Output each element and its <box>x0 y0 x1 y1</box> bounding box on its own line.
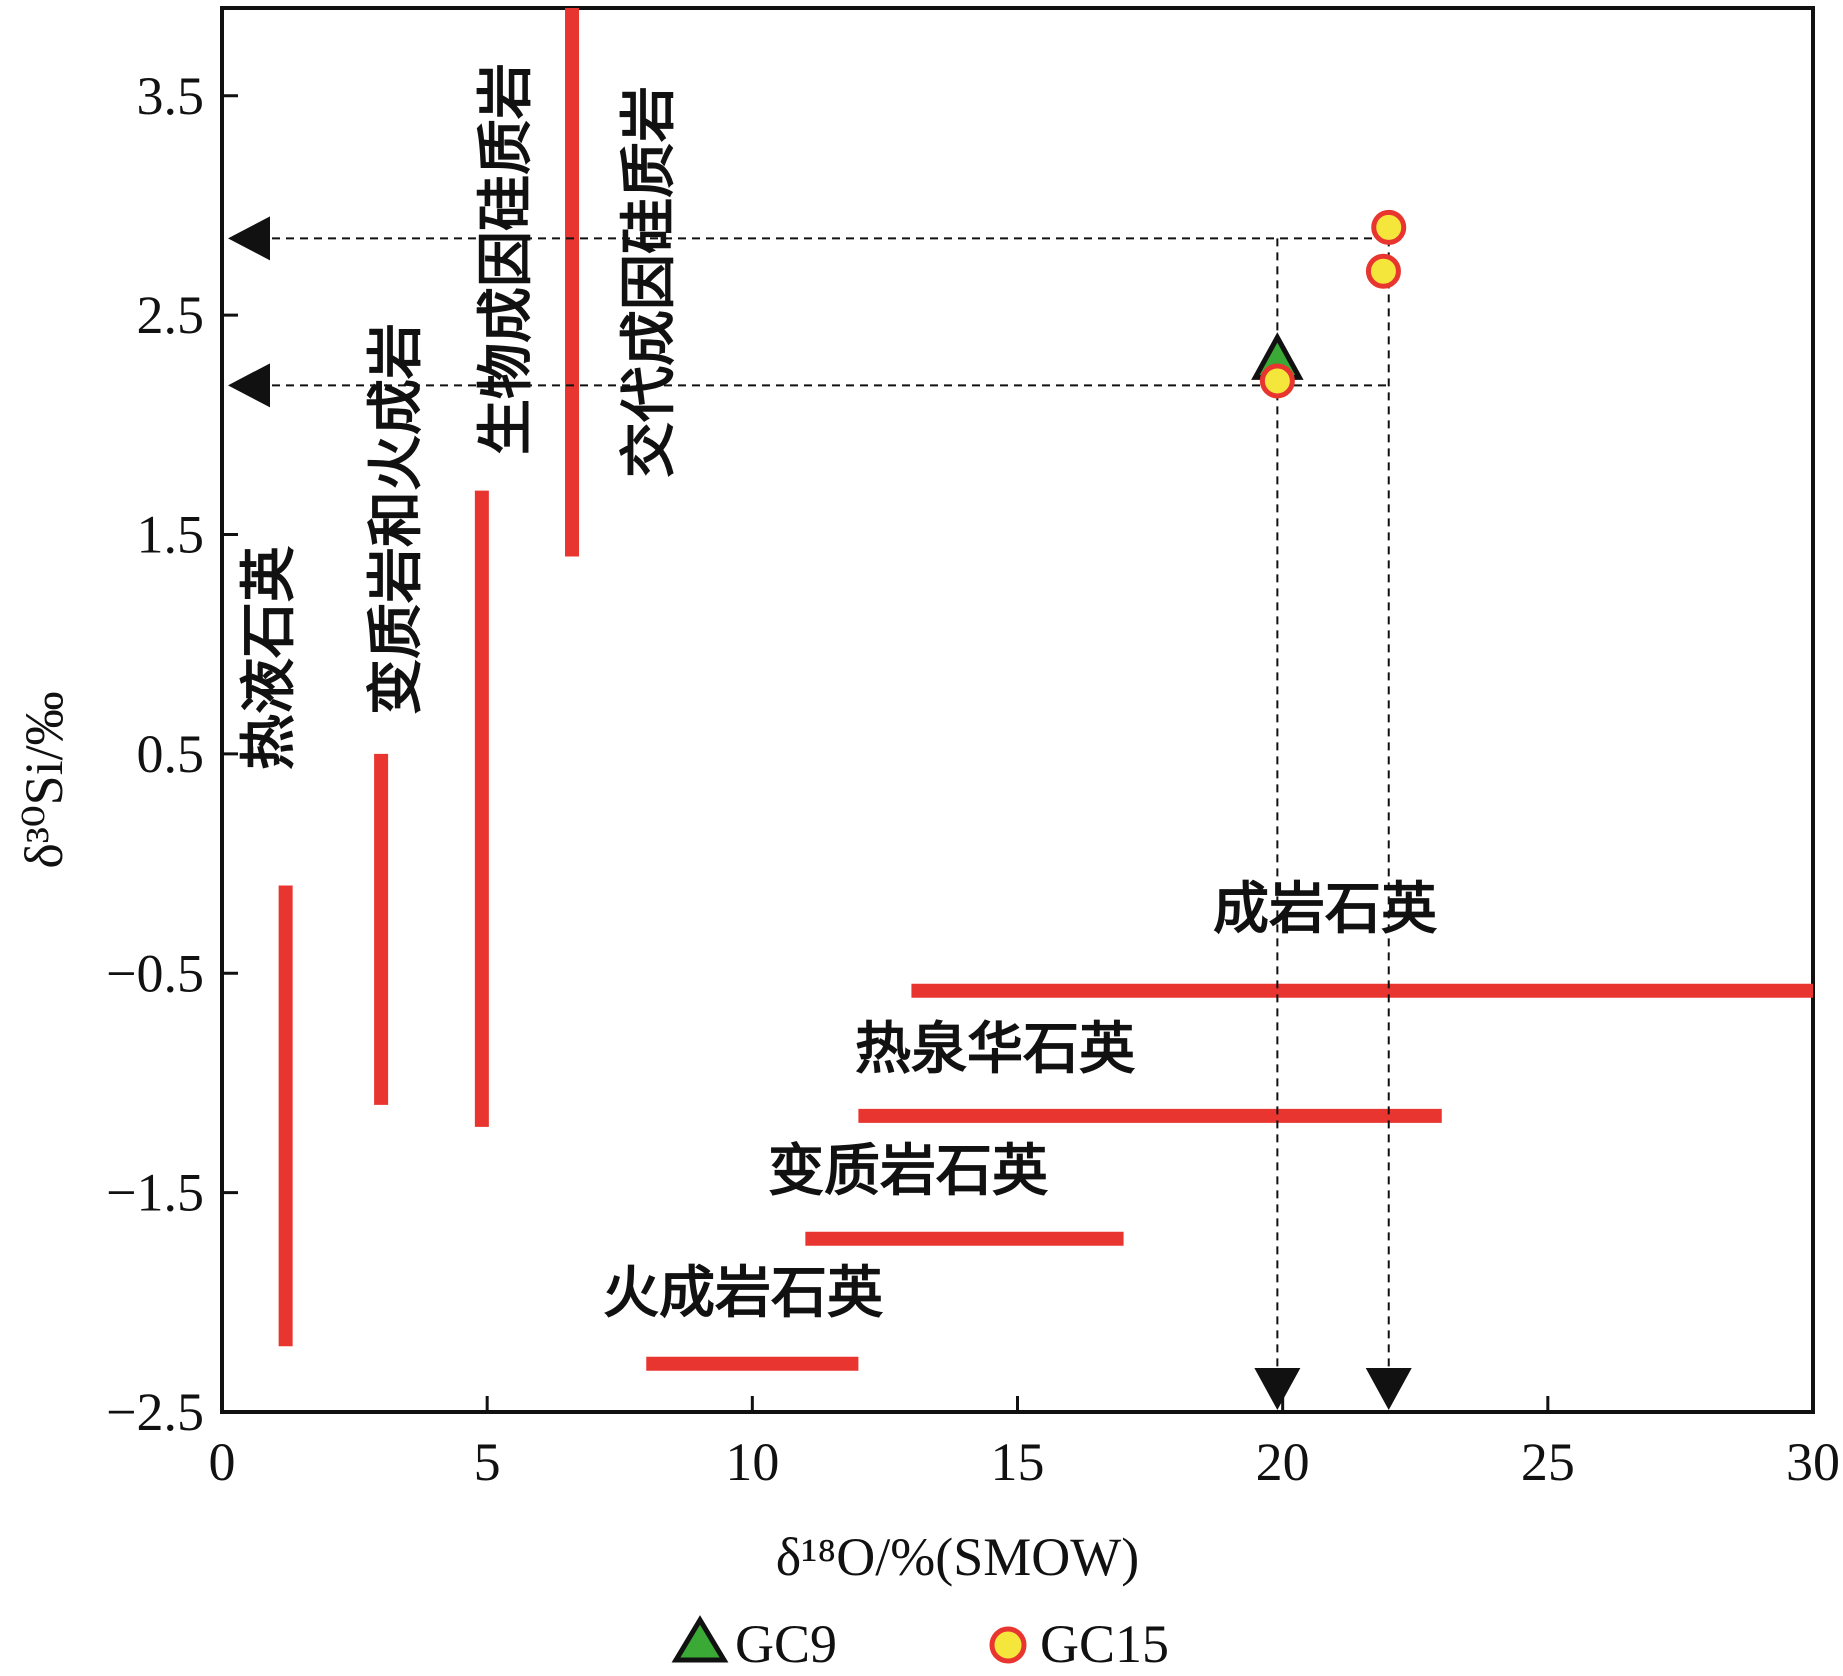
range-label-horizontal: 热泉华石英 <box>855 1017 1136 1082</box>
y-axis-label: δ³⁰Si/‰ <box>14 691 74 868</box>
range-label-vertical: 生物成因硅质岩 <box>474 63 539 455</box>
x-tick-label: 30 <box>1786 1432 1840 1492</box>
data-points <box>1251 209 1407 399</box>
y-tick-label: −1.5 <box>106 1163 204 1223</box>
y-tick-label: 3.5 <box>137 66 205 126</box>
arrow-down-icon <box>1365 1368 1412 1410</box>
point-gc15 <box>1365 253 1401 289</box>
point-gc15 <box>1259 363 1295 399</box>
range-bars <box>278 8 1813 1371</box>
x-tick-label: 0 <box>209 1432 236 1492</box>
arrow-left-icon <box>228 216 270 261</box>
ticks: 0 5 10 15 20 25 30 −2.5 −1.5 −0.5 0.5 1.5 2.5 3.5 <box>106 66 1840 1492</box>
range-label-vertical: 热液石英 <box>237 545 302 770</box>
legend-label-gc9: GC9 <box>735 1614 837 1674</box>
y-tick-label: −2.5 <box>106 1382 204 1442</box>
legend-label-gc15: GC15 <box>1040 1614 1169 1674</box>
legend-circle-icon <box>989 1626 1027 1664</box>
x-axis-label: δ¹⁸O/%(SMOW) <box>776 1527 1139 1587</box>
legend-triangle-icon <box>671 1615 729 1663</box>
range-label-vertical: 交代成因硅质岩 <box>617 86 682 478</box>
x-tick-label: 25 <box>1521 1432 1575 1492</box>
y-tick-label: 1.5 <box>137 505 205 565</box>
range-label-horizontal: 成岩石英 <box>1213 877 1438 942</box>
range-label-horizontal: 变质岩石英 <box>768 1139 1049 1204</box>
x-tick-label: 10 <box>725 1432 779 1492</box>
reference-lines <box>228 216 1412 1410</box>
arrow-left-icon <box>228 363 270 408</box>
arrow-down-icon <box>1254 1368 1301 1410</box>
y-tick-label: −0.5 <box>106 943 204 1003</box>
y-tick-label: 0.5 <box>137 724 205 784</box>
range-label-horizontal: 火成岩石英 <box>603 1261 884 1326</box>
range-label-vertical: 变质岩和火成岩 <box>364 323 429 715</box>
x-tick-label: 15 <box>991 1432 1045 1492</box>
x-tick-label: 20 <box>1256 1432 1310 1492</box>
x-tick-label: 5 <box>474 1432 501 1492</box>
point-gc15 <box>1371 209 1407 245</box>
y-tick-label: 2.5 <box>137 285 205 345</box>
legend: GC9 GC15 <box>671 1614 1169 1674</box>
